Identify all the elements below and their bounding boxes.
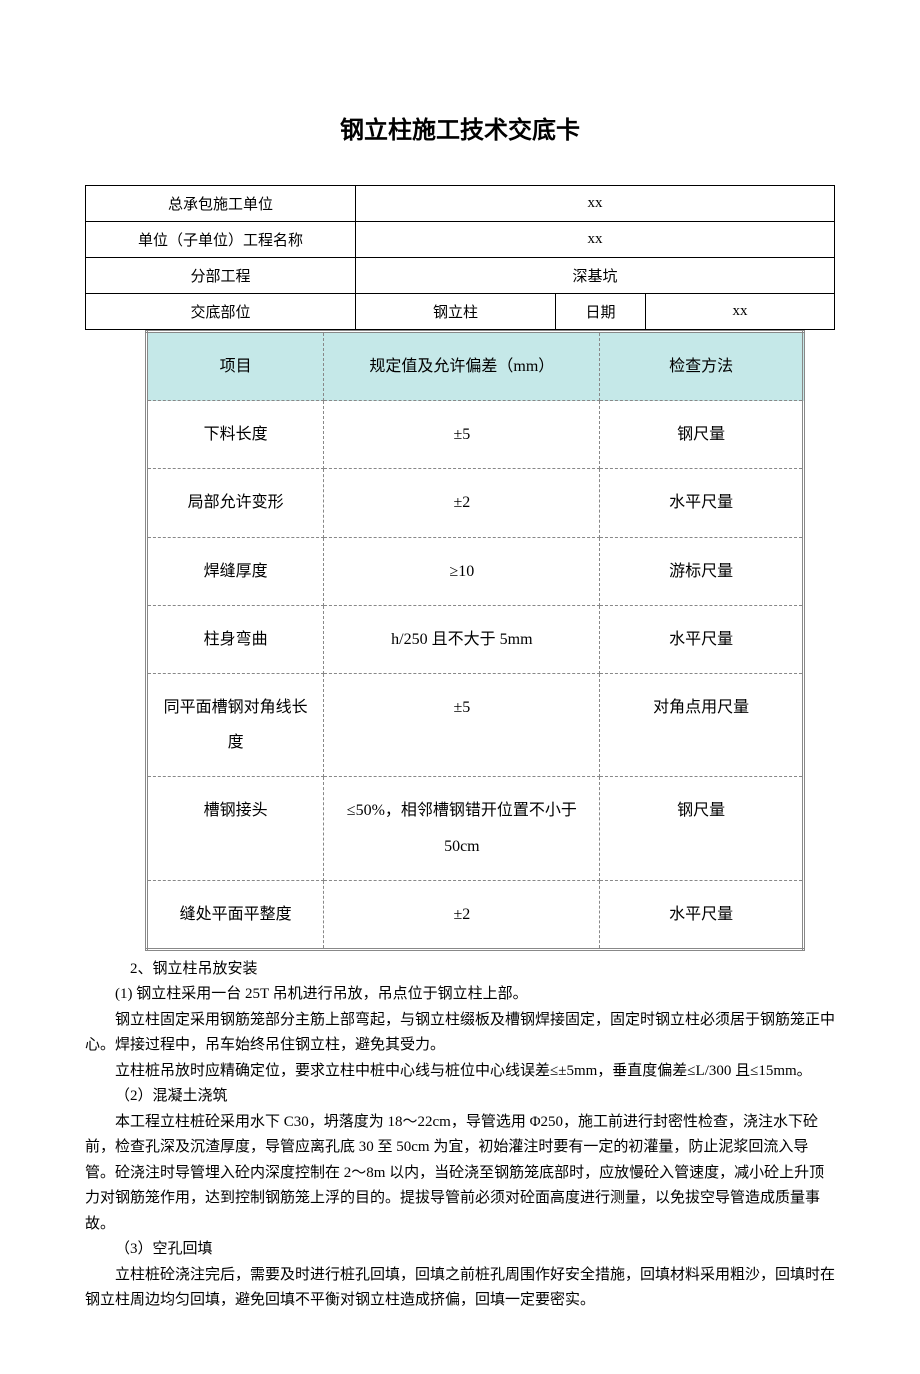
header-row-contractor: 总承包施工单位 xx	[86, 186, 835, 222]
label-part: 交底部位	[86, 294, 356, 330]
spec-header-spec: 规定值及允许偏差（mm）	[324, 332, 600, 401]
label-date: 日期	[556, 294, 646, 330]
spec-value: ≥10	[324, 537, 600, 605]
spec-method: 钢尺量	[600, 777, 804, 880]
para-5: 本工程立柱桩砼采用水下 C30，坍落度为 18～22cm，导管选用 Φ250，施…	[85, 1110, 835, 1238]
spec-row: 下料长度 ±5 钢尺量	[147, 401, 804, 469]
spec-item: 下料长度	[147, 401, 324, 469]
inner-table-wrapper: 项目 规定值及允许偏差（mm） 检查方法 下料长度 ±5 钢尺量 局部允许变形 …	[85, 330, 835, 951]
spec-value: ±5	[324, 673, 600, 776]
para-heading-2: 2、钢立柱吊放安装	[85, 957, 835, 983]
spec-method: 游标尺量	[600, 537, 804, 605]
spec-row: 槽钢接头 ≤50%，相邻槽钢错开位置不小于 50cm 钢尺量	[147, 777, 804, 880]
header-table: 总承包施工单位 xx 单位（子单位）工程名称 xx 分部工程 深基坑 交底部位 …	[85, 185, 835, 330]
label-project: 单位（子单位）工程名称	[86, 222, 356, 258]
spec-method: 水平尺量	[600, 605, 804, 673]
para-7: 立柱桩砼浇注完后，需要及时进行桩孔回填，回填之前桩孔周围作好安全措施，回填材料采…	[85, 1263, 835, 1314]
spec-value: ±5	[324, 401, 600, 469]
spec-header-method: 检查方法	[600, 332, 804, 401]
spec-item: 焊缝厚度	[147, 537, 324, 605]
value-project: xx	[356, 222, 835, 258]
spec-item: 同平面槽钢对角线长度	[147, 673, 324, 776]
spec-header-item: 项目	[147, 332, 324, 401]
spec-header-row: 项目 规定值及允许偏差（mm） 检查方法	[147, 332, 804, 401]
spec-row: 同平面槽钢对角线长度 ±5 对角点用尺量	[147, 673, 804, 776]
spec-method: 水平尺量	[600, 469, 804, 537]
spec-row: 缝处平面平整度 ±2 水平尺量	[147, 880, 804, 949]
para-heading-2b: （2）混凝土浇筑	[85, 1084, 835, 1110]
spec-table: 项目 规定值及允许偏差（mm） 检查方法 下料长度 ±5 钢尺量 局部允许变形 …	[145, 330, 805, 951]
value-part: 钢立柱	[356, 294, 556, 330]
spec-value: ≤50%，相邻槽钢错开位置不小于 50cm	[324, 777, 600, 880]
spec-item: 槽钢接头	[147, 777, 324, 880]
spec-value: ±2	[324, 880, 600, 949]
header-row-section: 分部工程 深基坑	[86, 258, 835, 294]
label-section: 分部工程	[86, 258, 356, 294]
spec-row: 柱身弯曲 h/250 且不大于 5mm 水平尺量	[147, 605, 804, 673]
spec-value: h/250 且不大于 5mm	[324, 605, 600, 673]
value-date: xx	[646, 294, 835, 330]
spec-item: 局部允许变形	[147, 469, 324, 537]
para-3: 立柱桩吊放时应精确定位，要求立柱中桩中心线与桩位中心线误差≤±5mm，垂直度偏差…	[85, 1059, 835, 1085]
para-1: (1) 钢立柱采用一台 25T 吊机进行吊放，吊点位于钢立柱上部。	[85, 982, 835, 1008]
value-section: 深基坑	[356, 258, 835, 294]
para-2: 钢立柱固定采用钢筋笼部分主筋上部弯起，与钢立柱缀板及槽钢焊接固定，固定时钢立柱必…	[85, 1008, 835, 1059]
spec-row: 局部允许变形 ±2 水平尺量	[147, 469, 804, 537]
spec-row: 焊缝厚度 ≥10 游标尺量	[147, 537, 804, 605]
spec-item: 柱身弯曲	[147, 605, 324, 673]
value-contractor: xx	[356, 186, 835, 222]
para-heading-3: （3）空孔回填	[85, 1237, 835, 1263]
spec-value: ±2	[324, 469, 600, 537]
body-text: 2、钢立柱吊放安装 (1) 钢立柱采用一台 25T 吊机进行吊放，吊点位于钢立柱…	[85, 957, 835, 1314]
page-title: 钢立柱施工技术交底卡	[85, 110, 835, 145]
spec-method: 对角点用尺量	[600, 673, 804, 776]
spec-method: 水平尺量	[600, 880, 804, 949]
spec-method: 钢尺量	[600, 401, 804, 469]
label-contractor: 总承包施工单位	[86, 186, 356, 222]
spec-item: 缝处平面平整度	[147, 880, 324, 949]
header-row-project: 单位（子单位）工程名称 xx	[86, 222, 835, 258]
header-row-part: 交底部位 钢立柱 日期 xx	[86, 294, 835, 330]
